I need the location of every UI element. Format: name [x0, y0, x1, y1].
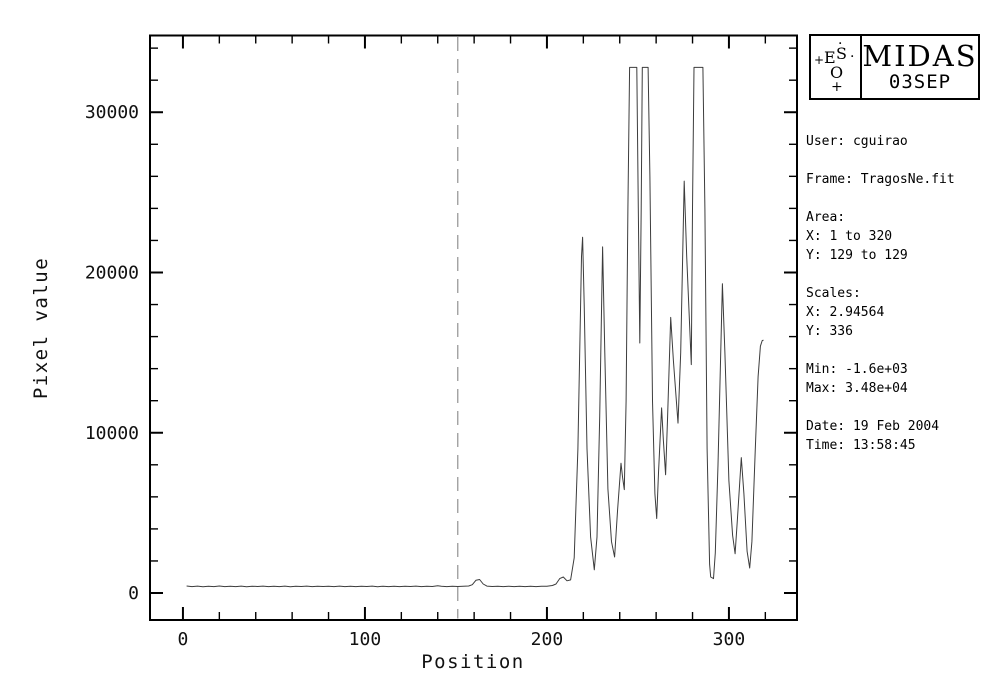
eso-logo-glyph: O [830, 63, 844, 82]
x-axis-title: Position [421, 651, 525, 673]
x-tick-label: 200 [531, 629, 564, 650]
info-panel: User: cguirao Frame: TragosNe.fit Area: X… [806, 132, 996, 455]
info-line-spacer [806, 189, 996, 208]
midas-title: MIDAS [862, 39, 978, 73]
info-line-spacer [806, 341, 996, 360]
spectrum-line [186, 66, 764, 588]
info-line: Y: 129 to 129 [806, 248, 908, 263]
eso-logo-glyph: · [838, 36, 843, 52]
info-line: Scales: [806, 286, 861, 301]
info-line: Min: -1.6e+03 [806, 362, 908, 377]
y-tick-label: 0 [128, 583, 139, 604]
info-line: Frame: TragosNe.fit [806, 172, 955, 187]
x-tick-label: 0 [178, 629, 189, 650]
y-tick-label: 30000 [85, 102, 139, 123]
y-axis-title: Pixel value [30, 257, 52, 399]
eso-logo-glyph: · [850, 49, 855, 65]
midas-logo-box: · + E S · O + MIDAS 03SEP [809, 34, 980, 100]
y-tick-label: 20000 [85, 262, 139, 283]
x-tick-label: 300 [713, 629, 746, 650]
info-line: Date: 19 Feb 2004 [806, 419, 940, 434]
eso-logo-glyph: + [831, 79, 843, 95]
plot-frame [149, 34, 798, 621]
info-line-spacer [806, 151, 996, 170]
eso-logo-glyph: E [824, 48, 836, 67]
x-tick-label: 100 [349, 629, 382, 650]
info-line: Max: 3.48e+04 [806, 381, 908, 396]
midas-version-label: 03SEP [888, 71, 952, 93]
info-line-spacer [806, 265, 996, 284]
info-line: User: cguirao [806, 134, 908, 149]
info-line-spacer [806, 398, 996, 417]
info-line: Time: 13:58:45 [806, 438, 916, 453]
info-line: Area: [806, 210, 846, 225]
info-line: X: 1 to 320 [806, 229, 893, 244]
eso-logo: · + E S · O + [811, 36, 862, 98]
info-line: X: 2.94564 [806, 305, 885, 320]
midas-logo-cell: MIDAS 03SEP [862, 36, 978, 98]
eso-logo-glyph: + [814, 53, 825, 67]
info-line: Y: 336 [806, 324, 853, 339]
eso-logo-glyph: S [836, 44, 847, 63]
y-tick-label: 10000 [85, 423, 139, 444]
